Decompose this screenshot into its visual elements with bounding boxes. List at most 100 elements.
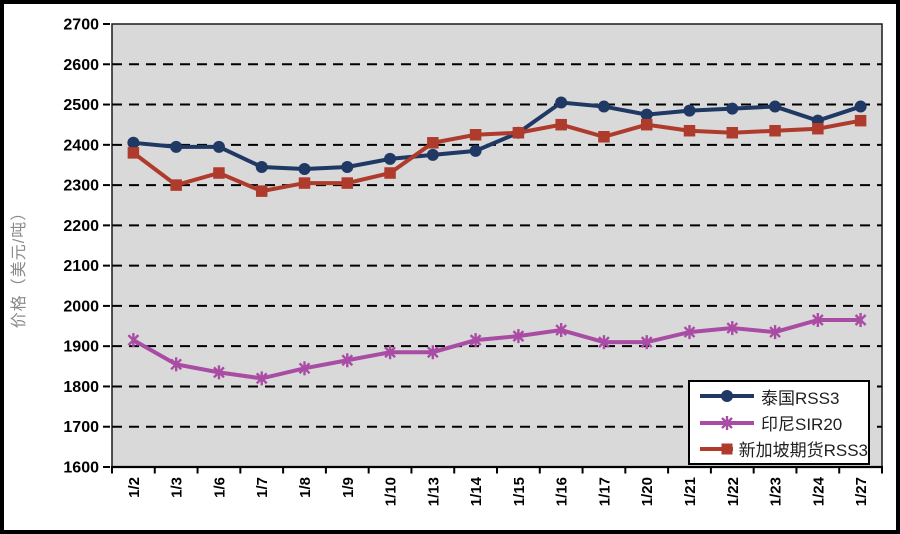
asterisk-stroke <box>469 334 482 346</box>
data-point <box>213 365 225 380</box>
x-tick-label: 1/3 <box>169 477 186 498</box>
x-tick-label: 1/24 <box>810 476 827 506</box>
series-line <box>132 318 861 381</box>
data-point <box>426 345 439 360</box>
y-tick-label: 2400 <box>63 137 99 154</box>
data-point <box>298 162 311 175</box>
data-point <box>555 96 568 109</box>
x-tick-label: 1/15 <box>511 477 528 506</box>
data-point <box>127 147 140 159</box>
gridlines-group <box>112 63 882 428</box>
x-tick-label: 1/16 <box>554 477 571 506</box>
data-point <box>598 131 610 143</box>
data-point <box>854 313 867 328</box>
data-point <box>597 100 610 113</box>
data-point <box>298 177 311 189</box>
asterisk-stroke <box>384 346 396 359</box>
asterisk-stroke <box>426 346 439 359</box>
x-tick-label: 1/13 <box>425 477 442 506</box>
x-tick-label: 1/2 <box>126 477 143 498</box>
data-point <box>854 114 867 127</box>
x-tick-label: 1/9 <box>340 477 357 498</box>
data-point <box>811 313 824 328</box>
x-labels-group: 1/2 1/3 1/6 1/7 1/8 1/9 1/10 1/13 1/14 1/15 1/16 1/… <box>126 476 870 506</box>
data-point <box>170 357 183 372</box>
data-point <box>640 335 653 350</box>
y-labels-group: 2700 2600 2500 2400 2300 2200 2100 2000 1900 1800… <box>63 17 99 477</box>
x-tick-label: 1/27 <box>853 477 870 506</box>
legend-swatch-square <box>700 443 733 455</box>
y-tick-label: 2500 <box>63 97 99 114</box>
data-point <box>341 353 354 368</box>
y-axis-title: 价格（美元/吨） <box>10 204 28 328</box>
y-tick-label: 1700 <box>63 419 99 436</box>
data-point <box>212 140 225 153</box>
legend-label: 新加坡期货RSS3 <box>738 441 868 461</box>
data-point <box>854 100 867 113</box>
data-point <box>512 329 525 344</box>
x-tick-label: 1/17 <box>596 477 613 506</box>
x-tick-label: 1/10 <box>383 477 400 506</box>
data-point <box>683 325 696 340</box>
series-line <box>133 100 862 171</box>
x-tick-label: 1/7 <box>254 477 271 498</box>
legend-swatch-circle <box>700 390 754 403</box>
asterisk-stroke <box>127 334 140 346</box>
asterisk-stroke <box>512 330 525 342</box>
data-point <box>769 325 781 340</box>
data-point <box>640 108 653 121</box>
data-point <box>726 126 739 139</box>
asterisk-stroke <box>811 314 824 326</box>
data-point <box>170 140 183 153</box>
data-point <box>469 129 482 141</box>
x-tick-label: 1/21 <box>682 477 699 506</box>
data-point <box>726 321 739 336</box>
x-tick-label: 1/14 <box>468 476 485 506</box>
data-point <box>683 104 696 117</box>
asterisk-stroke <box>683 326 696 338</box>
data-point <box>769 100 782 113</box>
data-point <box>255 160 268 173</box>
asterisk-stroke <box>255 372 268 385</box>
data-point <box>426 148 439 161</box>
data-point <box>255 185 268 197</box>
data-point <box>469 333 482 348</box>
asterisk-stroke <box>298 362 311 375</box>
data-point <box>683 124 696 137</box>
legend: 泰国RSS3 印尼SIR20 新加坡期货RSS3 <box>688 380 870 465</box>
x-tick-label: 1/8 <box>297 477 314 498</box>
data-point <box>769 124 781 137</box>
legend-swatch-asterisk <box>700 415 754 430</box>
y-tick-label: 1800 <box>63 379 99 396</box>
series-2 <box>127 114 867 197</box>
x-tick-label: 1/20 <box>639 477 656 506</box>
data-point <box>726 102 739 115</box>
asterisk-stroke <box>769 326 781 338</box>
data-point <box>298 361 311 376</box>
legend-label: 泰国RSS3 <box>761 388 840 408</box>
y-tick-label: 2000 <box>63 298 99 315</box>
legend-item-indonesia-sir20: 印尼SIR20 <box>699 411 868 435</box>
data-point <box>341 160 354 173</box>
y-tick-label: 2600 <box>63 57 99 74</box>
data-point <box>213 167 225 179</box>
data-point <box>170 179 182 191</box>
asterisk-stroke <box>726 322 739 334</box>
asterisk-stroke <box>598 336 610 349</box>
asterisk-stroke <box>854 314 867 326</box>
asterisk-stroke <box>555 324 568 336</box>
y-tick-label: 2300 <box>63 178 99 195</box>
legend-item-singapore-futures-rss3: 新加坡期货RSS3 <box>699 437 868 461</box>
y-tick-label: 2100 <box>63 258 99 275</box>
data-point <box>255 371 268 386</box>
data-point <box>812 122 824 135</box>
data-point <box>384 345 396 360</box>
x-tick-label: 1/22 <box>725 477 742 506</box>
series-0 <box>127 96 867 175</box>
series-line <box>132 118 861 194</box>
data-point <box>427 137 439 149</box>
data-point <box>127 333 140 348</box>
data-point <box>127 136 140 149</box>
